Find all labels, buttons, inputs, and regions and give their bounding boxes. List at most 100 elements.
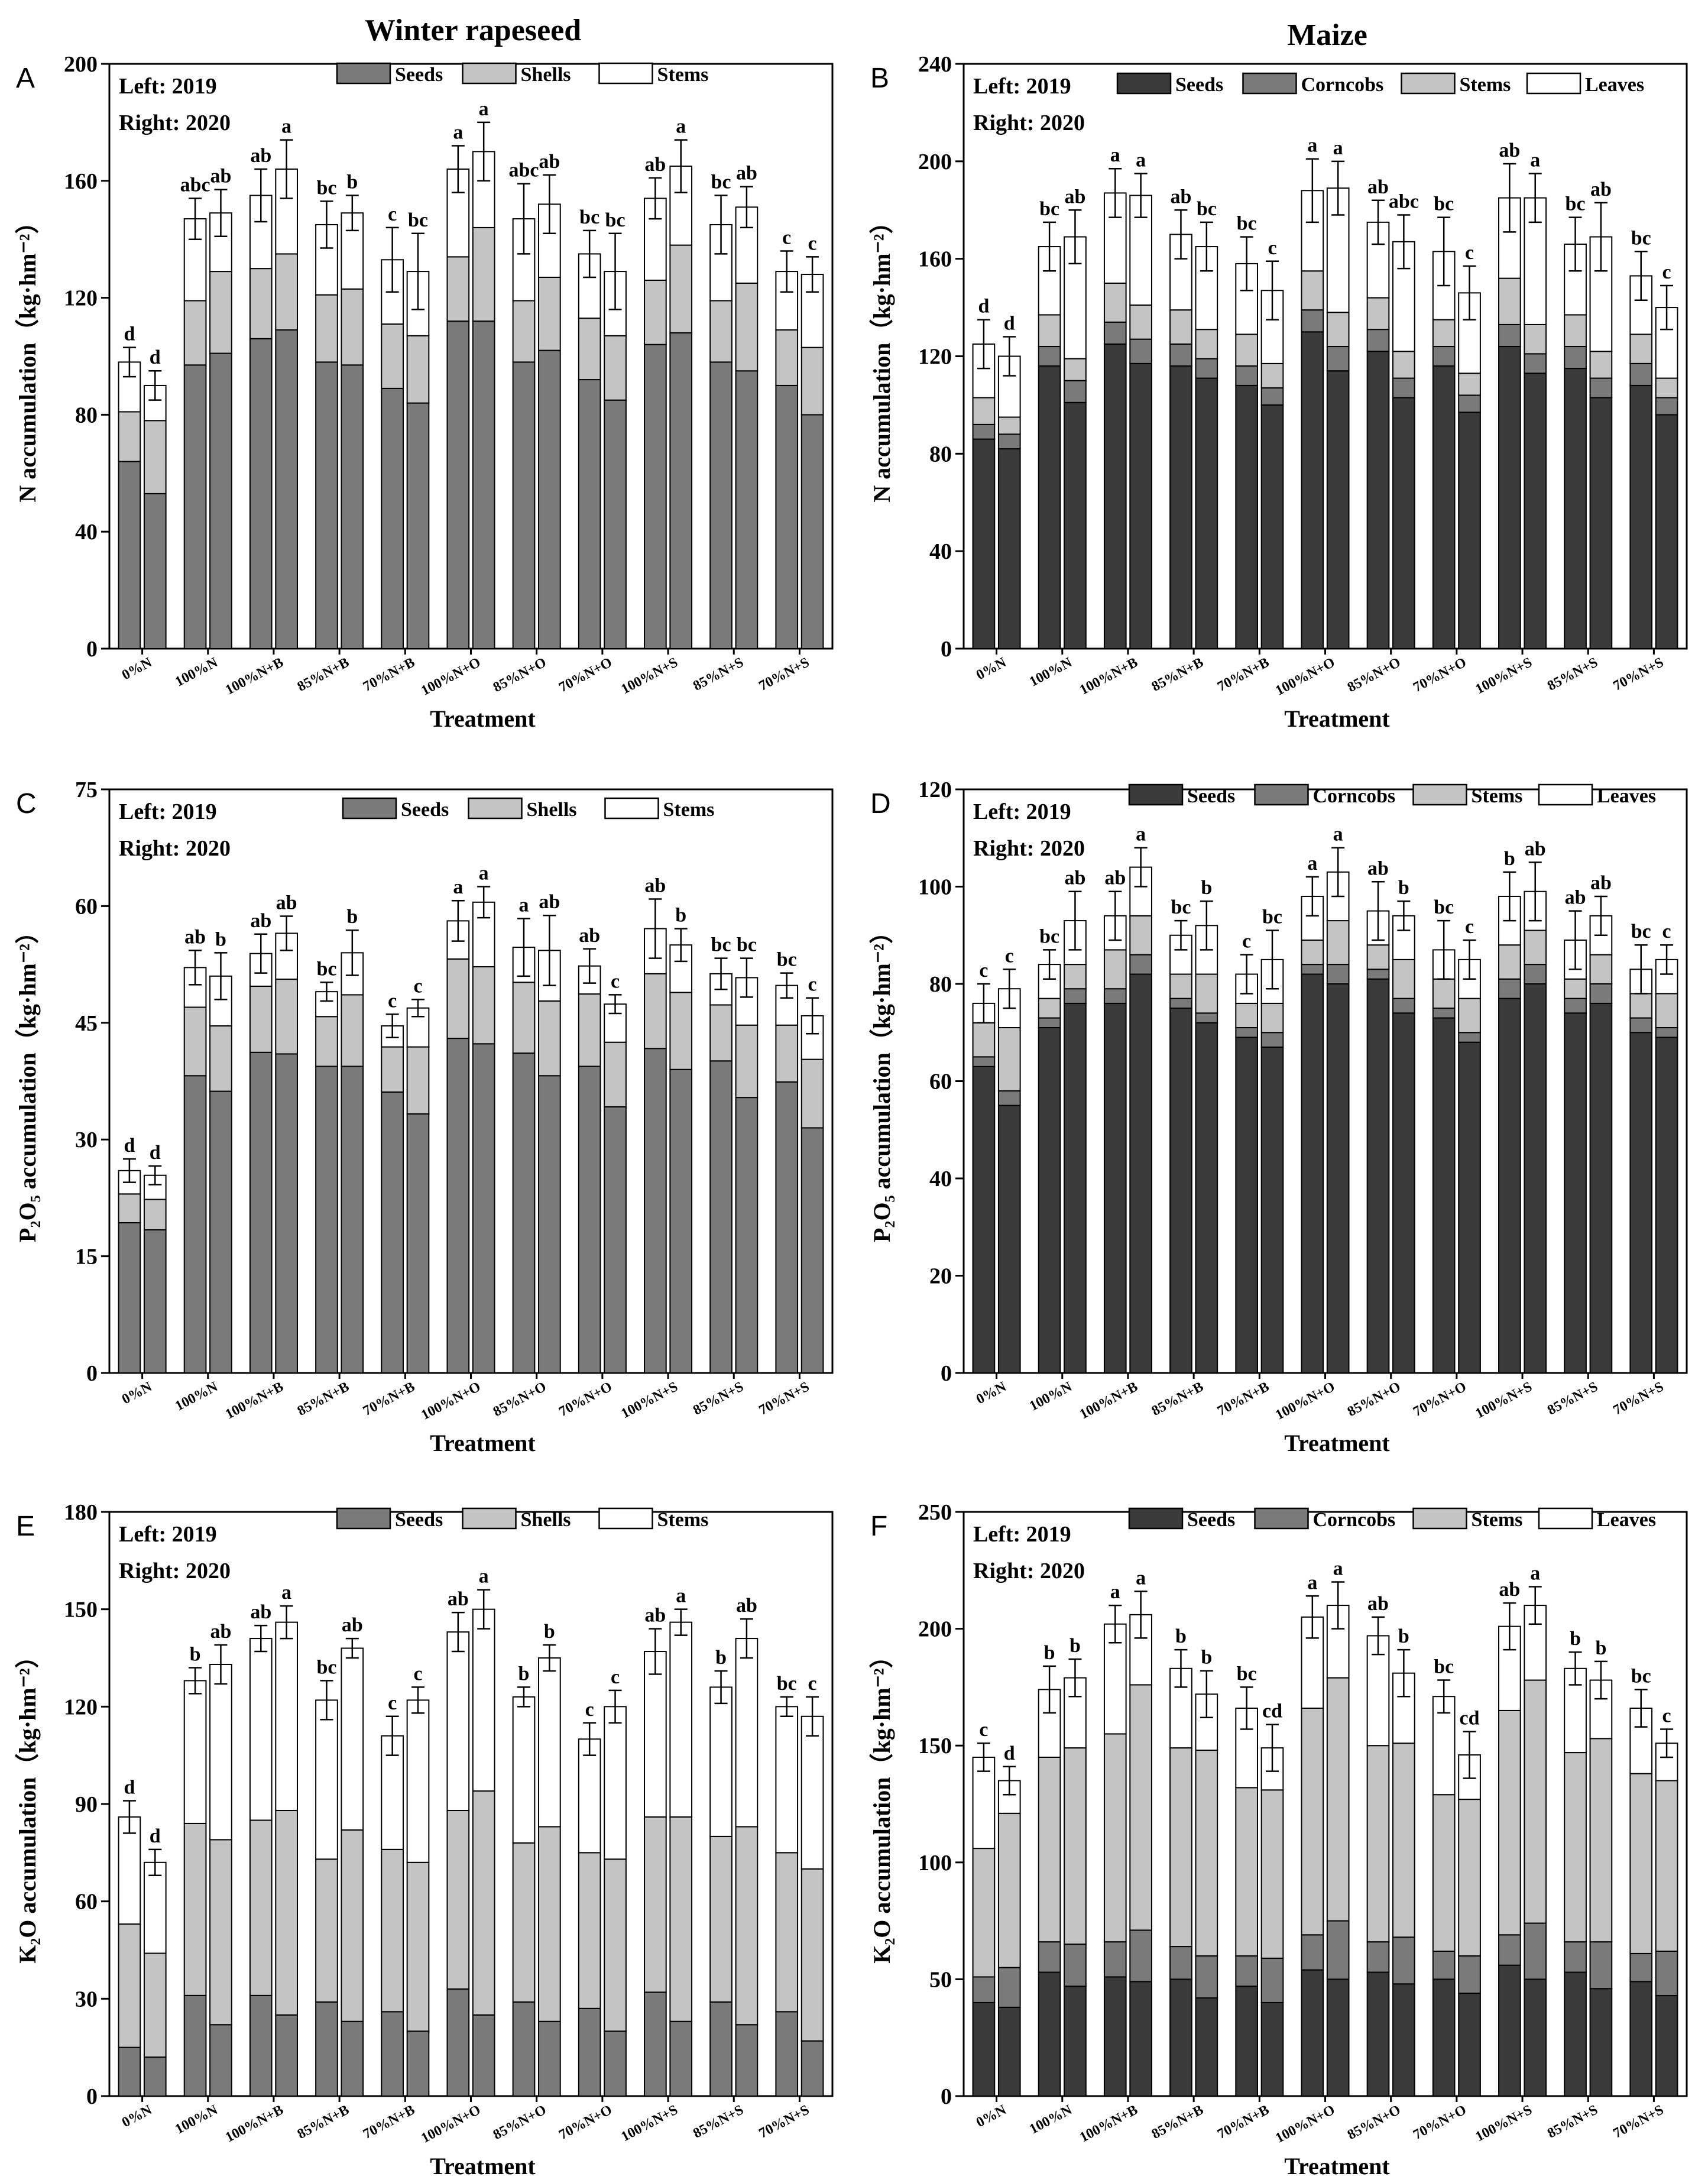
y-tick-label: 150 [64,1598,98,1622]
legend-label-seeds: Seeds [1175,74,1223,96]
bar-B-100%N+S-2019-stems [1498,277,1521,325]
legend-swatch-corncobs [1242,72,1297,95]
bar-D-85%N+S-2019-seeds [1564,1012,1587,1374]
bar-B-85%N+S-2019-seeds [1564,368,1587,650]
significance-letter: ab [1064,186,1085,208]
bar-E-70%N+B-2020-stems [406,1699,430,1863]
x-axis-label: Treatment [430,705,536,732]
bar-F-100%N+B-2020-seeds [1129,1981,1152,2097]
bar-F-100%N-2019-corncobs [1038,1941,1061,1973]
x-tick-label: 100%N+B [1077,2102,1140,2145]
bar-D-70%N+S-2019-corncobs [1629,1017,1653,1034]
y-tick-label: 200 [918,150,952,174]
x-axis-label: Treatment [430,2153,536,2179]
bar-A-85%N+S-2019-shells [709,300,733,363]
bar-D-100%N-2020-corncobs [1064,988,1087,1004]
x-tick-label: 85%N+B [295,2102,352,2142]
bar-B-70%N+O-2020-corncobs [1458,394,1481,413]
bar-F-70%N+O-2020-stems [1458,1799,1481,1957]
bar-D-70%N+B-2020-corncobs [1260,1032,1284,1048]
bar-D-100%N+O-2020-stems [1326,920,1350,966]
bar-F-70%N+B-2019-seeds [1235,1986,1258,2097]
bar-C-100%N+S-2019-seeds [644,1048,667,1374]
bar-A-100%N-2020-seeds [209,352,232,649]
bar-F-70%N+O-2019-stems [1432,1794,1456,1952]
bar-D-100%N+B-2020-stems [1129,915,1152,956]
bar-B-100%N+O-2020-seeds [1326,370,1350,649]
significance-letter: a [1530,149,1540,171]
legend-swatch-shells [462,1507,517,1530]
significance-letter: b [675,905,686,927]
significance-letter: a [1530,1562,1540,1584]
bar-C-100%N+O-2019-seeds [446,1038,470,1374]
bar-F-100%N+B-2019-corncobs [1103,1941,1127,1978]
panel-label: B [870,63,889,94]
significance-letter: c [1662,1705,1671,1727]
significance-letter: abc [1389,190,1419,212]
significance-letter: a [479,863,489,885]
bar-C-100%N-2020-seeds [209,1090,232,1374]
y-tick-label: 0 [86,2084,98,2109]
bar-A-85%N+O-2019-seeds [512,361,536,649]
bar-D-85%N+S-2020-seeds [1589,1002,1613,1374]
bar-A-70%N+S-2020-seeds [800,414,824,650]
legend-swatch-shells [468,797,523,820]
significance-letter: b [518,1663,530,1685]
significance-letter: c [1005,945,1014,967]
x-tick-label: 0%N [119,2102,155,2130]
significance-letter: ab [644,875,666,897]
x-tick-label: 85%N+B [1149,1379,1206,1419]
bar-D-85%N+O-2020-stems [1392,958,1415,999]
significance-letter: ab [1367,1593,1389,1615]
bar-B-0%N-2019-seeds [972,438,996,649]
bar-B-70%N+B-2019-seeds [1235,384,1258,649]
y-axis-label: N accumulation（kg·hm⁻²） [868,210,895,502]
y-tick-label: 100 [918,1851,952,1876]
bar-F-70%N+S-2019-corncobs [1629,1952,1653,1983]
y-tick-label: 180 [64,1500,98,1525]
bar-B-100%N-2019-stems [1038,314,1061,348]
bar-D-85%N+O-2019-corncobs [1366,969,1390,980]
bar-F-85%N+S-2019-seeds [1564,1971,1587,2097]
bar-B-100%N+S-2020-stems [1524,323,1547,355]
bar-A-100%N+B-2020-seeds [275,329,298,649]
bar-A-100%N+O-2019-shells [446,256,470,322]
significance-letter: a [1110,1581,1120,1603]
bar-F-85%N+S-2020-stems [1589,1738,1613,1943]
year-note-right: Right: 2020 [119,1559,231,1583]
bar-F-100%N+B-2020-corncobs [1129,1929,1152,1983]
bar-F-70%N+O-2019-corncobs [1432,1950,1456,1980]
bar-F-70%N+B-2020-seeds [1260,2001,1284,2097]
bar-B-70%N+O-2019-corncobs [1432,346,1456,367]
bar-A-85%N+S-2019-seeds [709,361,733,649]
bar-F-85%N+O-2019-stems [1366,1745,1390,1943]
significance-letter: ab [644,154,666,176]
bar-D-70%N+O-2020-stems [1458,997,1481,1034]
significance-letter: c [808,1673,817,1695]
legend-swatch-stems [1412,783,1467,806]
bar-F-100%N+O-2019-stems [1301,1707,1324,1936]
bar-B-100%N+O-2019-seeds [1301,331,1324,649]
bar-F-100%N+B-2020-stems [1129,1684,1152,1931]
bar-E-70%N+O-2020-shells [604,1858,627,2032]
x-tick-label: 70%N+S [1610,2102,1666,2141]
bar-E-85%N+B-2020-seeds [341,2020,364,2097]
x-tick-label: 85%N+O [491,655,549,695]
significance-letter: bc [1631,227,1651,249]
x-tick-label: 0%N [119,1379,155,1407]
significance-letter: a [1136,149,1146,171]
bar-A-100%N-2019-shells [183,300,207,366]
x-tick-label: 100%N+O [1273,655,1337,698]
bar-B-70%N+S-2019-stems [1629,333,1653,364]
bar-F-85%N+S-2020-corncobs [1589,1941,1613,1990]
bar-B-85%N+O-2019-seeds [1366,351,1390,650]
bar-C-100%N-2019-shells [183,1006,207,1077]
significance-letter: ab [1367,857,1389,879]
bar-E-85%N+B-2020-stems [341,1647,364,1831]
x-tick-label: 100%N+O [419,1379,483,1423]
bar-E-85%N+B-2019-seeds [315,2001,338,2097]
significance-letter: a [1333,824,1343,846]
bar-E-100%N+B-2019-shells [249,1819,273,1996]
bar-E-85%N+O-2019-seeds [512,2001,536,2097]
bar-C-70%N+S-2019-seeds [775,1081,799,1374]
